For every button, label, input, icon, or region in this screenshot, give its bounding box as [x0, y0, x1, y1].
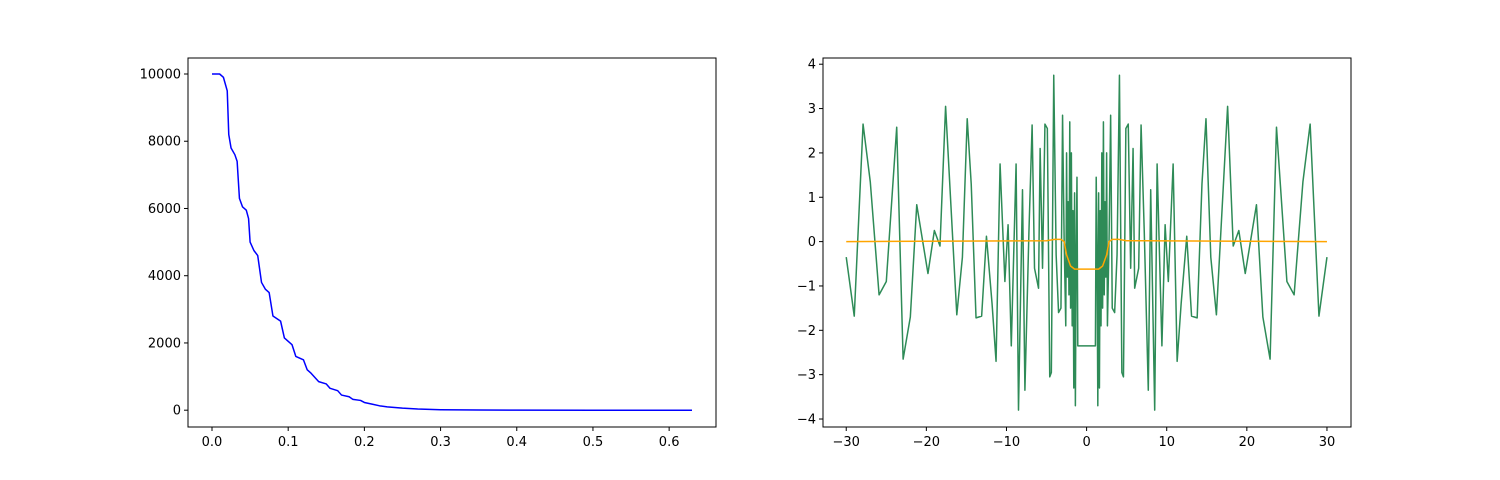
- y-tick-label: −1: [797, 279, 816, 294]
- y-tick-label: 3: [808, 102, 816, 117]
- axes-frame: [822, 57, 1352, 428]
- x-tick-label: 0.6: [659, 435, 680, 450]
- y-tick-label: 10000: [140, 68, 181, 83]
- x-tick-label: 0.4: [506, 435, 527, 450]
- y-tick-label: −4: [797, 413, 816, 428]
- line: [846, 238, 1327, 270]
- y-tick-label: 2000: [148, 336, 181, 351]
- line: [845, 74, 1328, 411]
- y-tick-label: 1: [808, 191, 816, 206]
- x-tick-label: 0: [1082, 435, 1090, 450]
- x-tick-label: 30: [1319, 435, 1336, 450]
- x-tick-label: 0.5: [583, 435, 604, 450]
- y-tick-label: 8000: [148, 135, 181, 150]
- x-tick-label: 20: [1239, 435, 1256, 450]
- y-tick-label: 0: [173, 404, 181, 419]
- y-tick-label: 4: [808, 58, 816, 73]
- x-tick-label: 10: [1158, 435, 1175, 450]
- x-tick-label: 0.3: [430, 435, 451, 450]
- y-tick-label: 2: [808, 146, 816, 161]
- y-tick-label: 4000: [148, 269, 181, 284]
- y-tick-label: 6000: [148, 202, 181, 217]
- line: [212, 73, 692, 411]
- x-tick-label: 0.0: [202, 435, 223, 450]
- axes-frame: [187, 57, 717, 428]
- x-tick-label: 0.2: [354, 435, 375, 450]
- x-tick-label: −20: [913, 435, 940, 450]
- y-tick-label: 0: [808, 235, 816, 250]
- x-tick-label: 0.1: [278, 435, 299, 450]
- y-tick-label: −3: [797, 368, 816, 383]
- x-tick-label: −30: [833, 435, 860, 450]
- x-tick-label: −10: [993, 435, 1020, 450]
- y-tick-label: −2: [797, 324, 816, 339]
